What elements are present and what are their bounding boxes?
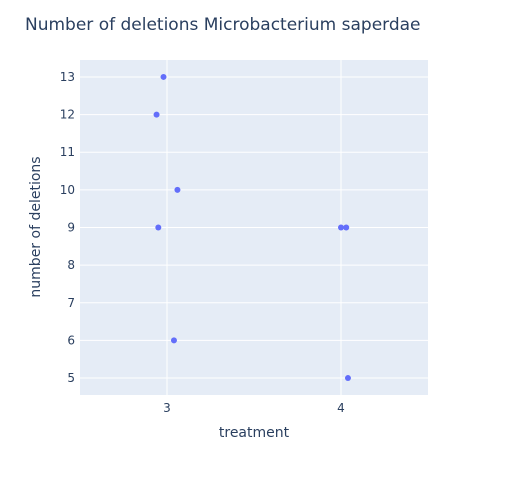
x-tick-label: 4 [337, 401, 345, 415]
data-point[interactable] [160, 73, 167, 80]
data-point[interactable] [170, 337, 177, 344]
chart-title: Number of deletions Microbacterium saper… [25, 15, 421, 35]
y-tick-label: 10 [60, 183, 75, 197]
x-tick-label: 3 [163, 401, 171, 415]
data-point[interactable] [343, 224, 350, 231]
y-tick-label: 7 [67, 296, 75, 310]
data-point[interactable] [174, 186, 181, 193]
x-axis-label: treatment [219, 425, 290, 441]
data-point[interactable] [155, 224, 162, 231]
data-points [153, 73, 351, 382]
y-axis-label: number of deletions [28, 156, 44, 297]
y-tick-label: 13 [60, 70, 75, 84]
data-point[interactable] [344, 375, 351, 382]
y-tick-label: 9 [67, 221, 75, 235]
y-tick-label: 11 [60, 145, 75, 159]
y-tick-label: 6 [67, 333, 75, 347]
data-point[interactable] [338, 224, 344, 231]
y-tick-label: 5 [67, 371, 75, 385]
y-tick-label: 12 [60, 108, 75, 122]
y-tick-label: 8 [67, 258, 75, 272]
data-point[interactable] [153, 111, 160, 118]
tick-labels: 5 6 7 8 9 10 11 12 13 3 4 [60, 70, 345, 415]
